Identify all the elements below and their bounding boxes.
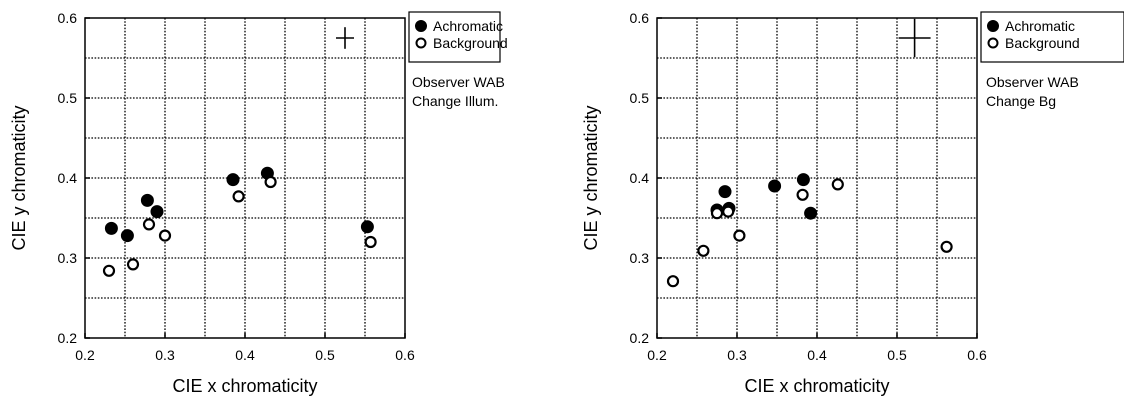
y-tick-label: 0.4 bbox=[630, 170, 650, 186]
x-tick-label: 0.4 bbox=[235, 347, 255, 363]
x-axis-title: CIE x chromaticity bbox=[172, 376, 317, 396]
legend-label: Achromatic bbox=[433, 18, 503, 34]
background-point bbox=[232, 190, 245, 203]
series-achromatic bbox=[104, 166, 374, 243]
background-point bbox=[666, 275, 680, 288]
legend-box bbox=[408, 11, 501, 63]
achromatic-point bbox=[360, 220, 374, 234]
background-point bbox=[364, 235, 377, 249]
background-point bbox=[940, 240, 953, 253]
x-tick-label: 0.6 bbox=[395, 347, 415, 363]
background-point bbox=[733, 229, 746, 242]
y-tick-label: 0.3 bbox=[630, 250, 650, 266]
background-point bbox=[126, 258, 140, 271]
chart-panel-background: 0.2 0.3 0.4 0.5 0.6 0.2 0.3 0.4 0.5 0.6 CIE x chro… bbox=[581, 10, 1124, 396]
crosshair-marker bbox=[336, 27, 354, 49]
chart-panel-illumination: 0.2 0.3 0.4 0.5 0.6 0.2 0.3 0.4 0.5 0.6 CIE x chro… bbox=[9, 10, 508, 396]
background-point bbox=[102, 264, 116, 277]
y-tick-label: 0.5 bbox=[630, 90, 650, 106]
y-tick-label: 0.4 bbox=[58, 170, 78, 186]
background-point bbox=[831, 178, 844, 191]
grid bbox=[657, 18, 977, 338]
y-axis-title: CIE y chromaticity bbox=[9, 105, 29, 250]
legend-label: Background bbox=[433, 35, 508, 51]
legend-marker-achromatic bbox=[415, 20, 427, 32]
y-axis-title: CIE y chromaticity bbox=[581, 105, 601, 250]
background-point bbox=[158, 229, 172, 242]
achromatic-point bbox=[140, 193, 154, 207]
x-tick-label: 0.3 bbox=[155, 347, 175, 363]
x-axis-title: CIE x chromaticity bbox=[744, 376, 889, 396]
achromatic-point bbox=[796, 173, 810, 187]
achromatic-point bbox=[150, 205, 164, 219]
legend-box bbox=[980, 11, 1124, 63]
annotation-note: Observer WAB bbox=[412, 74, 505, 90]
background-point bbox=[697, 244, 710, 257]
series-background bbox=[102, 175, 377, 277]
background-point bbox=[722, 205, 735, 218]
x-tick-label: 0.4 bbox=[807, 347, 827, 363]
achromatic-point bbox=[120, 229, 134, 243]
achromatic-point bbox=[804, 206, 818, 220]
achromatic-point bbox=[718, 185, 732, 199]
y-tick-label: 0.2 bbox=[630, 330, 650, 346]
background-point bbox=[796, 188, 809, 201]
background-point bbox=[142, 218, 156, 231]
legend-label: Achromatic bbox=[1005, 18, 1075, 34]
annotation-note: Change Illum. bbox=[412, 93, 498, 109]
y-tick-label: 0.6 bbox=[630, 10, 650, 26]
legend-marker-background bbox=[987, 37, 999, 49]
background-point bbox=[264, 175, 277, 189]
y-tick-label: 0.6 bbox=[58, 10, 78, 26]
grid bbox=[85, 18, 405, 338]
y-tick-label: 0.2 bbox=[58, 330, 78, 346]
x-tick-label: 0.5 bbox=[315, 347, 335, 363]
x-tick-label: 0.2 bbox=[75, 347, 95, 363]
x-tick-label: 0.3 bbox=[727, 347, 747, 363]
achromatic-point bbox=[104, 221, 118, 235]
legend-marker-achromatic bbox=[987, 20, 999, 32]
crosshair-marker bbox=[898, 18, 931, 58]
legend-marker-background bbox=[415, 37, 427, 49]
x-tick-label: 0.5 bbox=[887, 347, 907, 363]
x-tick-label: 0.6 bbox=[967, 347, 987, 363]
series-background bbox=[666, 178, 953, 288]
background-point bbox=[710, 207, 724, 220]
annotation-note: Change Bg bbox=[986, 93, 1056, 109]
achromatic-point bbox=[226, 173, 240, 187]
x-tick-label: 0.2 bbox=[647, 347, 667, 363]
y-tick-label: 0.3 bbox=[58, 250, 78, 266]
y-tick-label: 0.5 bbox=[58, 90, 78, 106]
achromatic-point bbox=[768, 179, 782, 193]
legend-label: Background bbox=[1005, 35, 1080, 51]
annotation-note: Observer WAB bbox=[986, 74, 1079, 90]
